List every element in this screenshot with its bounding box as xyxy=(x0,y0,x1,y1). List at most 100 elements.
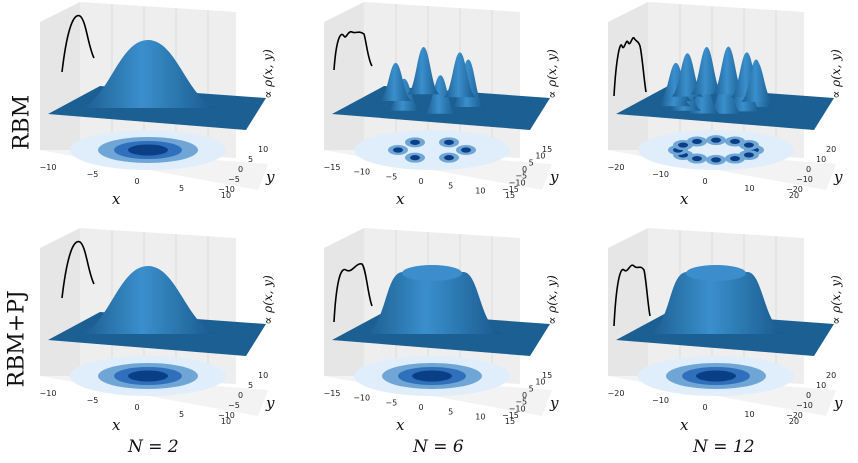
x-tick-label: 20 xyxy=(789,417,799,426)
y-axis-label: y xyxy=(265,168,275,186)
y-tick-label: −10 xyxy=(796,401,813,410)
col-label-n12: N = 12 xyxy=(693,437,755,457)
contour-core xyxy=(711,157,721,163)
y-axis-label: y xyxy=(265,394,275,412)
surface-crater xyxy=(686,265,746,281)
contour-core xyxy=(128,370,168,382)
y-tick-label: −5 xyxy=(515,398,527,407)
y-tick-label: 0 xyxy=(238,165,243,174)
y-tick-label: −5 xyxy=(228,401,240,410)
y-tick-label: 5 xyxy=(248,381,253,390)
x-axis-label: x xyxy=(680,190,689,208)
marginal-curve xyxy=(333,263,373,323)
y-tick-label: 5 xyxy=(529,384,534,393)
x-tick-label: 0 xyxy=(134,177,139,186)
y-tick-label: −15 xyxy=(502,411,519,420)
panel-rbmpj-n2: −10 −5 0 5 10 x 10 5 0 −5 −10 y ∝ ρ(x, y) xyxy=(28,226,278,434)
marginal-curve xyxy=(333,30,373,71)
contour-core xyxy=(444,139,454,145)
surface-peak xyxy=(690,47,723,95)
y-axis-label: y xyxy=(833,394,843,412)
x-tick-label: −15 xyxy=(324,163,341,172)
x-tick-label: −10 xyxy=(40,389,57,398)
contour-core xyxy=(692,138,702,145)
contour-core xyxy=(711,137,721,143)
side-pane xyxy=(608,228,648,376)
col-label-n6: N = 6 xyxy=(413,437,464,457)
z-axis-label: ∝ ρ(x, y) xyxy=(829,49,843,99)
marginal-curve xyxy=(61,14,95,73)
side-pane xyxy=(40,228,80,376)
surface-peak xyxy=(379,62,412,102)
y-axis-label: y xyxy=(549,168,559,186)
x-tick-label: −15 xyxy=(324,389,341,398)
marginal-curve xyxy=(613,264,651,327)
x-tick-label: 10 xyxy=(475,186,485,195)
contour-core xyxy=(128,144,168,156)
panel-rbm-n6: −15 −10 −5 0 5 10 15 x 15 10 5 0 −5 −10 −15 y ∝ ρ(x, y) xyxy=(312,0,562,208)
x-tick-label: 0 xyxy=(418,403,423,412)
x-axis-label: x xyxy=(112,190,121,208)
x-tick-label: 15 xyxy=(505,417,515,426)
x-tick-label: 0 xyxy=(134,403,139,412)
y-tick-label: −20 xyxy=(786,411,803,420)
y-tick-label: 15 xyxy=(542,145,552,154)
y-tick-label: −5 xyxy=(228,175,240,184)
y-tick-label: 0 xyxy=(806,165,811,174)
surface-peak xyxy=(78,266,220,334)
x-tick-label: −10 xyxy=(353,394,370,403)
contour-core xyxy=(444,155,454,161)
x-tick-label: 10 xyxy=(221,417,231,426)
surface-peak xyxy=(407,47,440,95)
y-tick-label: 0 xyxy=(522,165,527,174)
x-tick-label: 5 xyxy=(448,182,453,191)
z-axis-label: ∝ ρ(x, y) xyxy=(545,275,559,325)
y-tick-label: 10 xyxy=(258,371,268,380)
row-label-rbm-pj: RBM+PJ xyxy=(4,290,30,388)
y-tick-label: 5 xyxy=(529,158,534,167)
surface-peak xyxy=(443,52,476,98)
contour-core xyxy=(461,147,471,153)
x-tick-label: −5 xyxy=(87,396,99,405)
x-tick-label: 10 xyxy=(221,191,231,200)
y-tick-label: 20 xyxy=(826,145,836,154)
marginal-curve xyxy=(61,240,95,299)
y-tick-label: 20 xyxy=(826,371,836,380)
x-tick-label: −5 xyxy=(385,172,397,181)
y-tick-label: 0 xyxy=(238,391,243,400)
contour-outer xyxy=(354,130,510,170)
y-tick-label: −10 xyxy=(218,185,235,194)
side-pane xyxy=(608,2,648,150)
x-tick-label: −20 xyxy=(608,163,625,172)
contour-core xyxy=(743,152,754,158)
contour-core xyxy=(410,155,420,161)
x-axis-label: x xyxy=(396,190,405,208)
panel-rbm-n12: −20 −10 0 10 20 x 20 10 0 −10 −20 y ∝ ρ(x, y) xyxy=(596,0,846,208)
x-tick-label: 5 xyxy=(179,410,184,419)
x-tick-label: 0 xyxy=(418,177,423,186)
x-tick-label: 10 xyxy=(475,412,485,421)
x-tick-label: −5 xyxy=(385,398,397,407)
x-tick-label: 10 xyxy=(744,184,754,193)
contour-core xyxy=(678,142,689,148)
y-tick-label: 15 xyxy=(542,371,552,380)
x-tick-label: 10 xyxy=(744,410,754,419)
surface-peak xyxy=(712,46,745,95)
y-axis-label: y xyxy=(833,168,843,186)
y-tick-label: −20 xyxy=(786,185,803,194)
y-tick-label: 5 xyxy=(248,155,253,164)
z-axis-label: ∝ ρ(x, y) xyxy=(261,275,275,325)
contour-outer xyxy=(638,130,794,170)
x-axis-label: x xyxy=(396,416,405,434)
y-tick-label: −10 xyxy=(796,175,813,184)
surface-peak xyxy=(424,75,457,114)
x-tick-label: 0 xyxy=(702,403,707,412)
x-tick-label: 5 xyxy=(448,408,453,417)
y-tick-label: 10 xyxy=(535,378,545,387)
x-axis-label: x xyxy=(112,416,121,434)
